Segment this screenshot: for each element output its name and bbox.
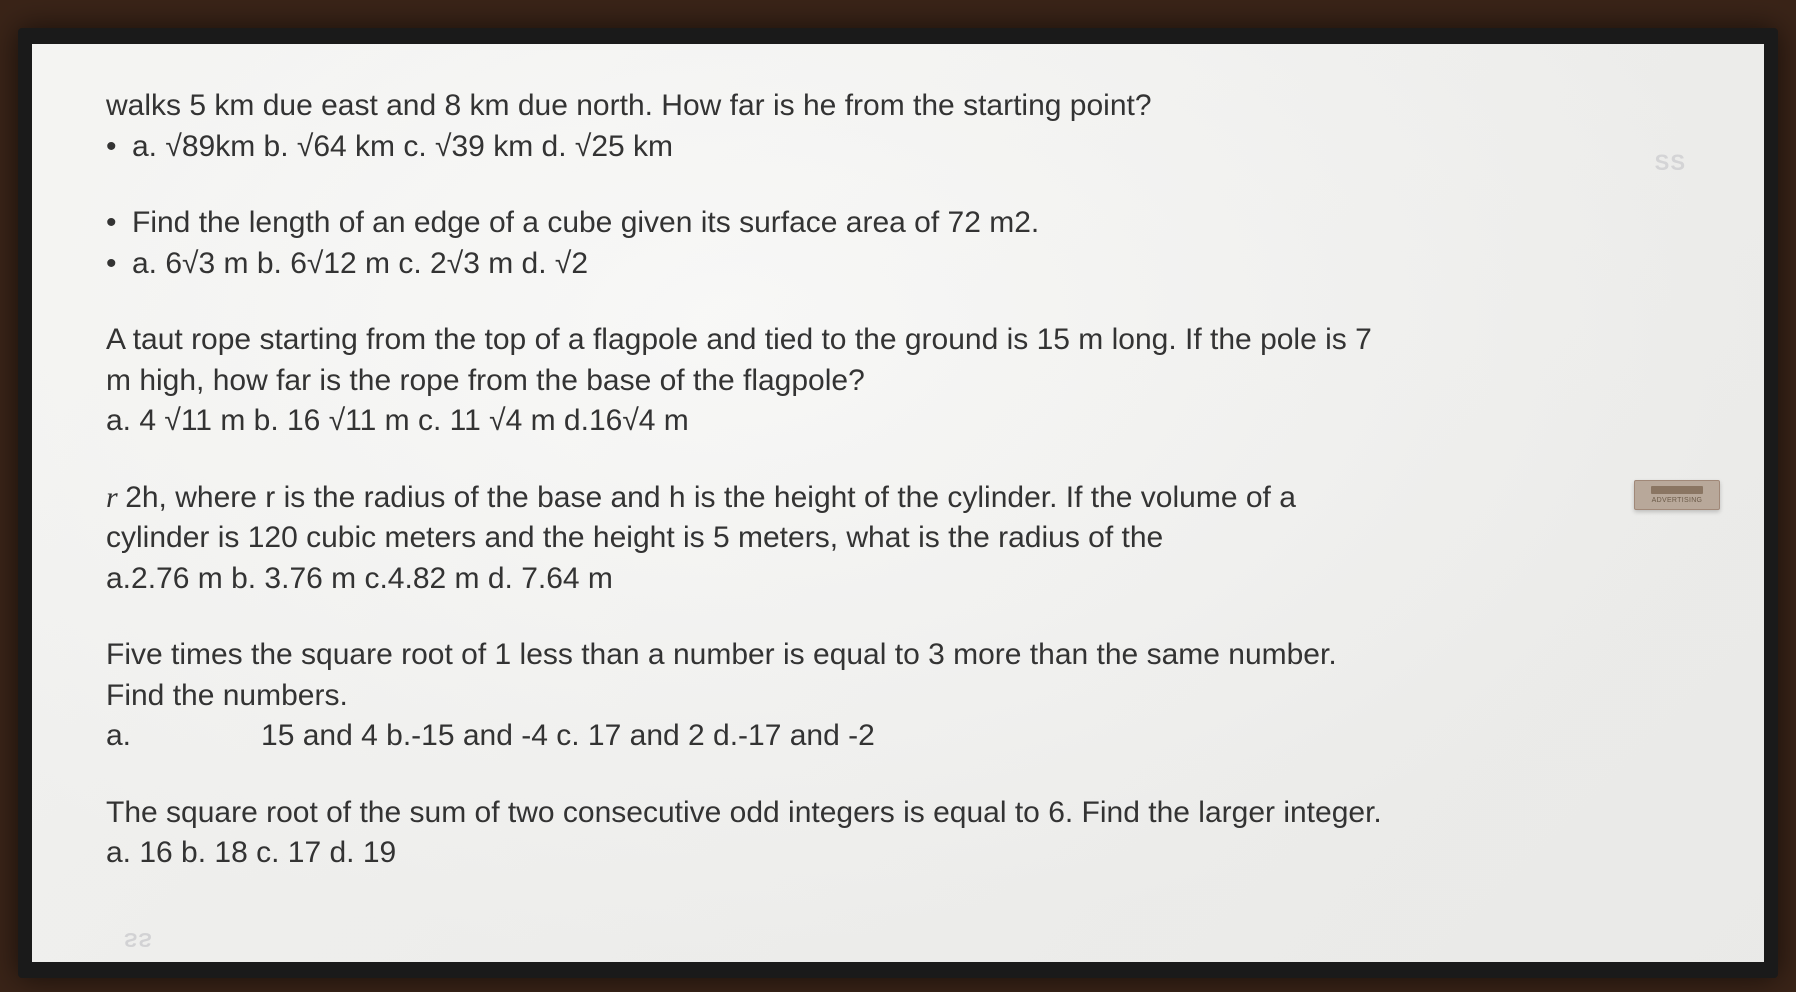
q5-options-rest: 15 and 4 b.-15 and -4 c. 17 and 2 d.-17 … <box>261 719 875 752</box>
q5-line2: Find the numbers. <box>106 676 1704 717</box>
q1-options: a. √89km b. √64 km c. √39 km d. √25 km <box>106 127 1704 168</box>
q4-line1-rest: 2h, where r is the radius of the base an… <box>125 481 1296 514</box>
q4-line1: r 2h, where r is the radius of the base … <box>106 478 1704 519</box>
q2-options: a. 6√3 m b. 6√12 m c. 2√3 m d. √2 <box>106 244 1704 285</box>
question-5: Five times the square root of 1 less tha… <box>106 635 1704 757</box>
q3-line1: A taut rope starting from the top of a f… <box>106 320 1704 361</box>
presentation-frame: SS ADVERTISING SS walks 5 km due east an… <box>18 28 1778 978</box>
q4-italic-r: r <box>106 481 125 514</box>
q3-options: a. 4 √11 m b. 16 √11 m c. 11 √4 m d.16√4… <box>106 401 1704 442</box>
q4-options: a.2.76 m b. 3.76 m c.4.82 m d. 7.64 m <box>106 559 1704 600</box>
q5-opt-a-label: a. <box>106 719 131 752</box>
watermark-bottom-left: SS <box>124 925 153 952</box>
question-3: A taut rope starting from the top of a f… <box>106 320 1704 442</box>
q6-line1: The square root of the sum of two consec… <box>106 793 1704 834</box>
q3-line2: m high, how far is the rope from the bas… <box>106 361 1704 402</box>
q1-text: walks 5 km due east and 8 km due north. … <box>106 86 1704 127</box>
question-2: Find the length of an edge of a cube giv… <box>106 203 1704 284</box>
q4-line2: cylinder is 120 cubic meters and the hei… <box>106 518 1704 559</box>
question-1: walks 5 km due east and 8 km due north. … <box>106 86 1704 167</box>
q6-options: a. 16 b. 18 c. 17 d. 19 <box>106 833 1704 874</box>
question-4: r 2h, where r is the radius of the base … <box>106 478 1704 600</box>
q2-text: Find the length of an edge of a cube giv… <box>106 203 1704 244</box>
document-slide: SS ADVERTISING SS walks 5 km due east an… <box>32 44 1764 962</box>
q5-options: a. 15 and 4 b.-15 and -4 c. 17 and 2 d.-1… <box>106 716 1704 757</box>
q5-line1: Five times the square root of 1 less tha… <box>106 635 1704 676</box>
question-6: The square root of the sum of two consec… <box>106 793 1704 874</box>
